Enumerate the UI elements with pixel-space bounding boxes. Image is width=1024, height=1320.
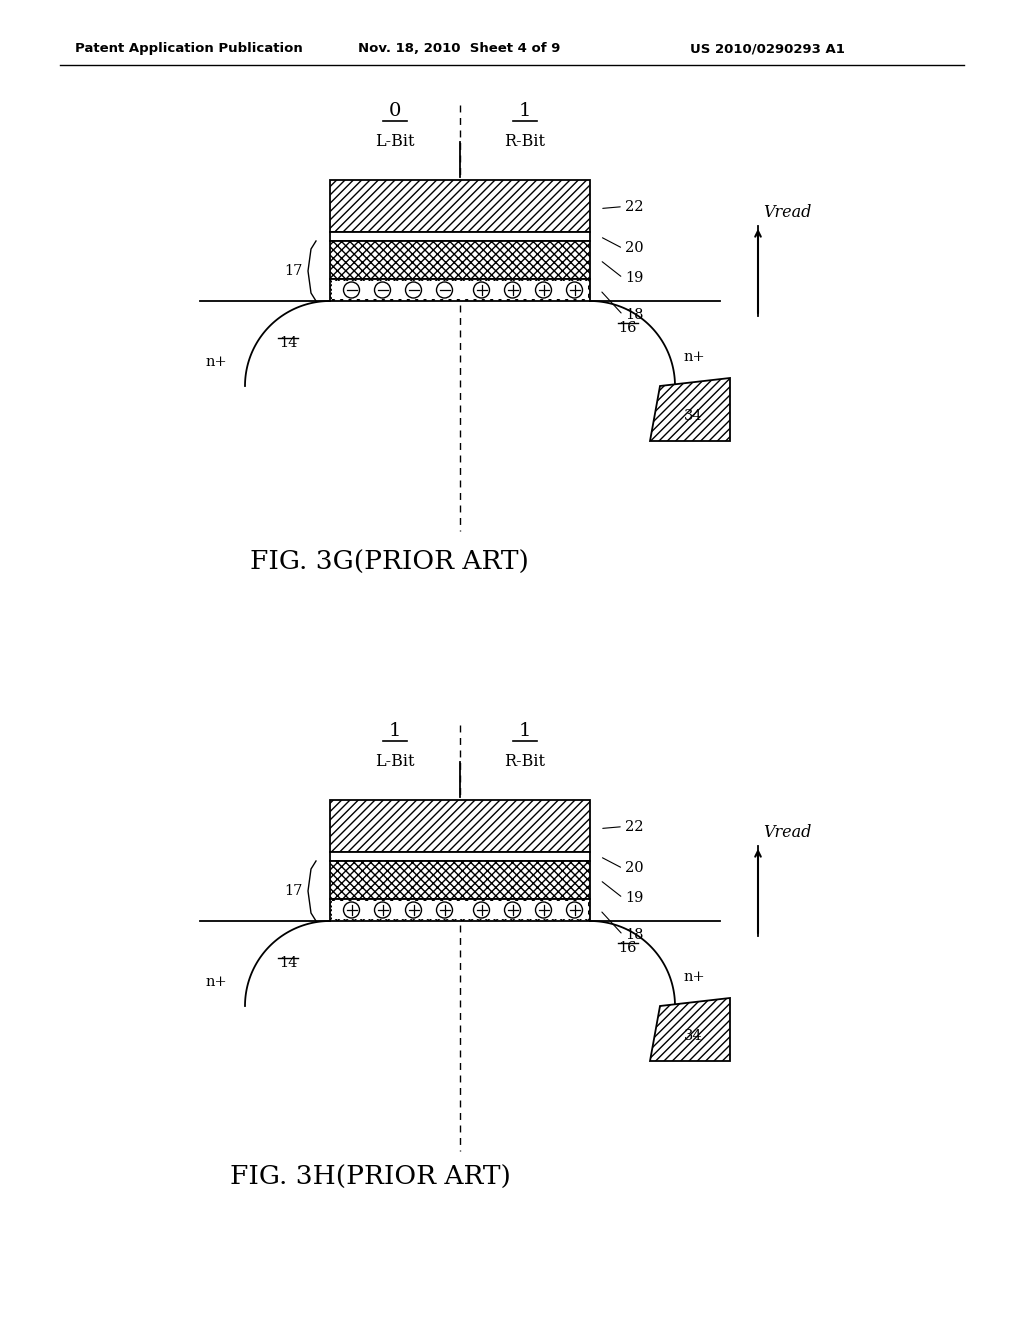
Text: 0: 0 bbox=[389, 102, 401, 120]
Text: R-Bit: R-Bit bbox=[505, 752, 546, 770]
Text: 34: 34 bbox=[684, 409, 702, 422]
Text: 1: 1 bbox=[519, 102, 531, 120]
Text: US 2010/0290293 A1: US 2010/0290293 A1 bbox=[690, 42, 845, 55]
Text: n+: n+ bbox=[683, 970, 705, 983]
Text: n+: n+ bbox=[205, 975, 226, 989]
Text: 19: 19 bbox=[625, 891, 643, 906]
Bar bbox=[330, 242, 590, 279]
Bar bbox=[330, 800, 590, 851]
Bar bbox=[332, 902, 588, 919]
Text: 17: 17 bbox=[285, 884, 303, 898]
Polygon shape bbox=[650, 998, 730, 1061]
Polygon shape bbox=[200, 301, 330, 385]
Text: 22: 22 bbox=[625, 199, 643, 214]
Text: 18: 18 bbox=[625, 928, 643, 942]
Text: 20: 20 bbox=[625, 862, 644, 875]
Text: L-Bit: L-Bit bbox=[375, 752, 415, 770]
Text: n+: n+ bbox=[683, 350, 705, 364]
Text: 22: 22 bbox=[625, 820, 643, 834]
Bar bbox=[330, 861, 590, 899]
Text: 14: 14 bbox=[279, 956, 297, 970]
Bar bbox=[330, 899, 590, 921]
Text: Patent Application Publication: Patent Application Publication bbox=[75, 42, 303, 55]
Text: Vread: Vread bbox=[763, 205, 811, 220]
Bar bbox=[330, 851, 590, 861]
Text: Nov. 18, 2010  Sheet 4 of 9: Nov. 18, 2010 Sheet 4 of 9 bbox=[358, 42, 560, 55]
Text: R-Bit: R-Bit bbox=[505, 133, 546, 150]
Text: 16: 16 bbox=[618, 941, 637, 954]
Text: 1: 1 bbox=[519, 722, 531, 741]
Text: 16: 16 bbox=[618, 321, 637, 335]
Text: 20: 20 bbox=[625, 242, 644, 256]
Text: L-Bit: L-Bit bbox=[375, 133, 415, 150]
Text: 14: 14 bbox=[279, 337, 297, 350]
Text: FIG. 3H(PRIOR ART): FIG. 3H(PRIOR ART) bbox=[230, 1166, 511, 1191]
Text: 19: 19 bbox=[625, 271, 643, 285]
Text: FIG. 3G(PRIOR ART): FIG. 3G(PRIOR ART) bbox=[250, 550, 528, 576]
Bar bbox=[332, 281, 588, 300]
Polygon shape bbox=[650, 378, 730, 441]
Text: Vread: Vread bbox=[763, 824, 811, 841]
Text: 1: 1 bbox=[389, 722, 401, 741]
Bar bbox=[330, 279, 590, 301]
Text: 34: 34 bbox=[684, 1030, 702, 1043]
Polygon shape bbox=[200, 921, 330, 1006]
Text: 18: 18 bbox=[625, 308, 643, 322]
Bar bbox=[330, 232, 590, 242]
Bar bbox=[330, 180, 590, 232]
Text: 17: 17 bbox=[285, 264, 303, 279]
Text: n+: n+ bbox=[205, 355, 226, 370]
